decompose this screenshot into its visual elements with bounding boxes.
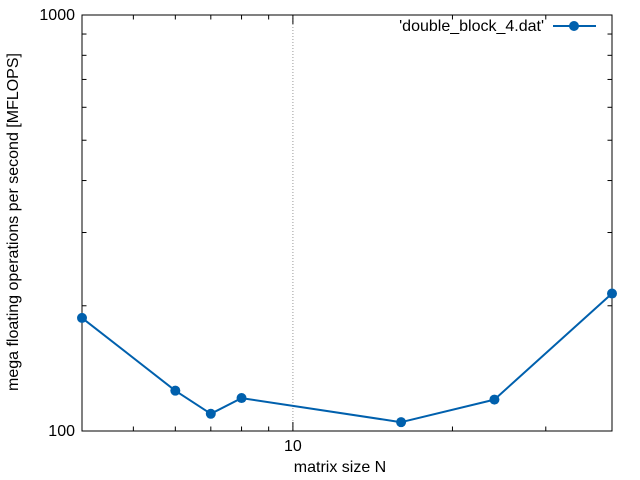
data-point [607,288,617,299]
series [77,288,617,428]
axis-ticks [81,15,613,431]
data-point [236,393,247,404]
data-point [489,394,500,405]
legend-marker [569,21,579,31]
legend: 'double_block_4.dat' [399,18,596,35]
tick-labels: 10 100 1000 [39,7,302,455]
data-point [205,408,216,419]
y-tick-label: 1000 [39,7,75,24]
legend-label: 'double_block_4.dat' [399,18,544,35]
series-line [81,292,613,424]
data-point [396,417,407,428]
data-point [77,312,87,323]
plot-frame [81,14,613,432]
y-tick-label: 100 [48,423,75,440]
data-point [170,385,181,396]
x-axis-label: matrix size N [294,459,386,476]
y-axis-label: mega floating operations per second [MFL… [5,53,22,391]
x-tick-label: 10 [284,438,302,455]
